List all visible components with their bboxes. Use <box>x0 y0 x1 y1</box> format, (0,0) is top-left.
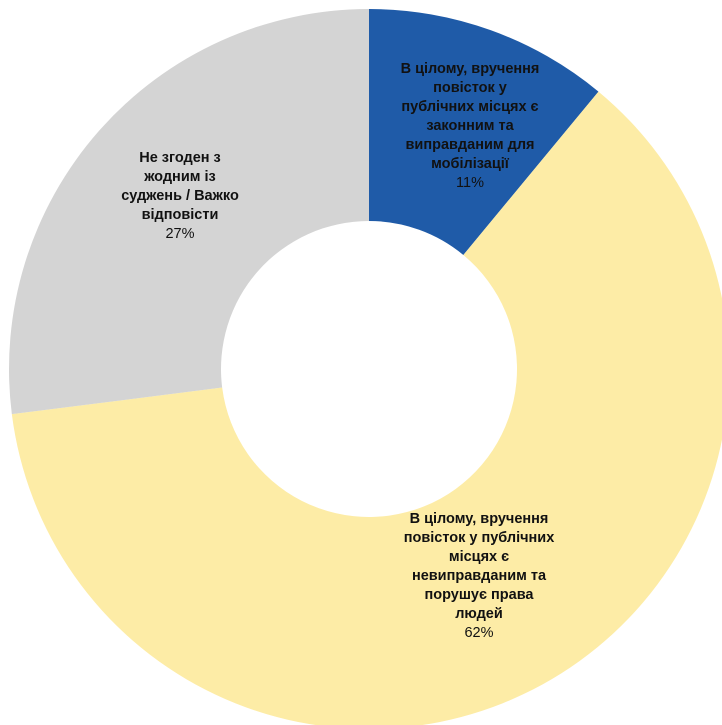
slice-label-line: мобілізації <box>431 156 510 172</box>
slice-value-label: 27% <box>165 226 194 242</box>
slice-value-label: 11% <box>456 175 484 191</box>
slice-label-line: невиправданим та <box>412 568 547 584</box>
slice-label-line: В цілому, вручення <box>401 61 540 77</box>
slice-2 <box>11 91 722 725</box>
labels-group: В цілому, вручення повісток у публічних мі… <box>121 61 554 641</box>
slice-label-line: повісток у публічних <box>404 530 555 546</box>
slice-label-line: повісток у <box>433 80 507 96</box>
slice-label-line: відповісти <box>142 207 219 223</box>
slice-label-2: В цілому, вручення повісток у публічних мі… <box>404 511 555 641</box>
slice-label-line: виправданим для <box>406 137 535 153</box>
slices-group <box>8 9 722 725</box>
slice-label-line: В цілому, вручення <box>410 511 549 527</box>
slice-label-line: суджень / Важко <box>121 188 239 204</box>
slice-3 <box>8 9 369 415</box>
slice-label-3: Не згоден з жодним із суджень / Важко відпо… <box>121 150 239 242</box>
slice-label-1: В цілому, вручення повісток у публічних мі… <box>401 61 540 191</box>
slice-label-line: жодним із <box>143 169 215 185</box>
slice-1 <box>369 9 599 255</box>
slice-value-label: 62% <box>464 625 493 641</box>
slice-label-line: Не згоден з <box>139 150 221 166</box>
slice-label-line: місцях є <box>449 549 509 565</box>
slice-label-line: законним та <box>426 118 514 134</box>
slice-label-line: людей <box>455 606 503 622</box>
slice-label-line: порушує права <box>425 587 535 603</box>
slice-label-line: публічних місцях є <box>401 99 538 115</box>
